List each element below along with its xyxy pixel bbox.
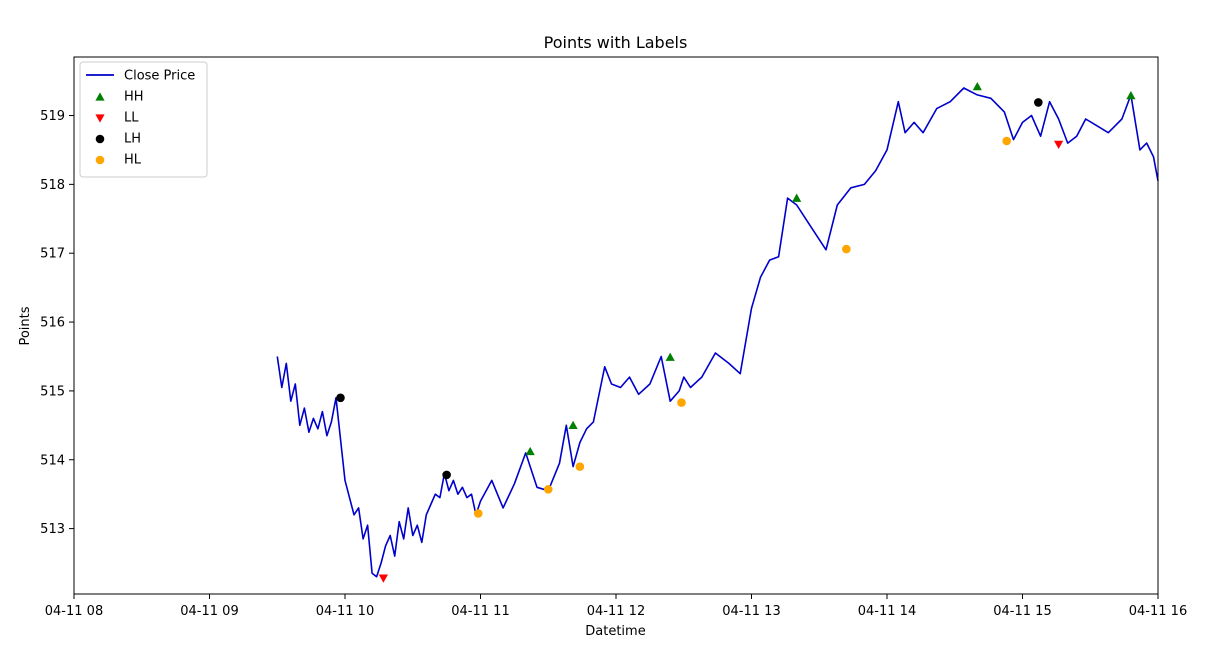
point-ll — [378, 574, 388, 583]
point-lh — [1034, 98, 1043, 107]
point-hl — [1002, 136, 1011, 146]
y-tick-label: 518 — [40, 178, 65, 193]
point-hl — [677, 398, 686, 407]
x-tick-label: 04-11 11 — [451, 604, 509, 619]
y-tick-label: 513 — [40, 522, 65, 537]
point-hh — [568, 420, 578, 430]
legend-marker-hl — [95, 155, 105, 165]
x-tick-label: 04-11 13 — [722, 604, 780, 619]
legend-label: Close Price — [124, 69, 195, 84]
x-tick-label: 04-11 16 — [1129, 604, 1187, 619]
x-tick-label: 04-11 10 — [316, 604, 374, 619]
point-hl — [543, 485, 553, 494]
point-hh — [665, 352, 675, 361]
x-axis: 04-11 08 04-11 09 04-11 10 04-11 11 04-11 12… — [45, 594, 1187, 619]
point-hl — [473, 509, 483, 518]
plot-frame — [73, 56, 1159, 595]
point-hl — [842, 244, 851, 254]
y-tick-label: 516 — [40, 316, 65, 331]
legend-label: HH — [124, 90, 144, 105]
legend: Close Price HH LL LH HL — [79, 61, 208, 178]
x-axis-label: Datetime — [585, 624, 645, 639]
y-tick-label: 514 — [40, 453, 65, 468]
y-axis-label: Points — [18, 306, 33, 345]
legend-box — [79, 61, 208, 178]
y-tick-label: 519 — [40, 109, 65, 124]
y-axis: 513 514 515 516 517 518 519 — [40, 109, 74, 537]
point-hl — [575, 462, 585, 471]
plot-area — [276, 82, 1159, 583]
point-ll — [1054, 140, 1064, 150]
x-tick-label: 04-11 08 — [45, 604, 103, 619]
x-tick-label: 04-11 15 — [993, 604, 1051, 619]
point-hh — [1126, 90, 1136, 100]
legend-marker-hh — [95, 92, 105, 101]
chart-title: Points with Labels — [544, 33, 688, 52]
y-tick-label: 515 — [40, 384, 65, 399]
legend-marker-ll — [95, 114, 105, 123]
point-hh — [972, 82, 982, 91]
close-price-line — [276, 87, 1159, 578]
x-tick-label: 04-11 12 — [587, 604, 645, 619]
legend-marker-lh — [95, 134, 105, 144]
point-hh — [792, 193, 802, 202]
point-hh — [525, 446, 535, 456]
legend-label: LL — [124, 111, 139, 126]
legend-label: LH — [124, 132, 141, 147]
point-lh — [336, 393, 345, 403]
legend-label: HL — [124, 153, 142, 168]
y-tick-label: 517 — [40, 247, 65, 262]
point-lh — [442, 470, 451, 480]
x-tick-label: 04-11 14 — [858, 604, 916, 619]
x-tick-label: 04-11 09 — [180, 604, 238, 619]
